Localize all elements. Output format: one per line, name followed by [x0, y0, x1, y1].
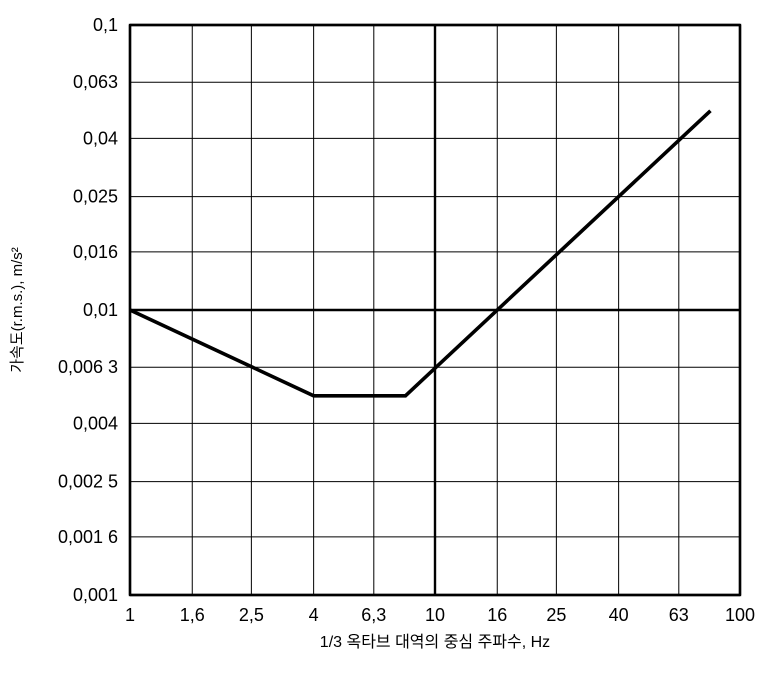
x-tick-label: 100: [725, 605, 755, 625]
y-tick-label: 0,004: [73, 413, 118, 433]
x-tick-label: 63: [669, 605, 689, 625]
x-tick-label: 25: [546, 605, 566, 625]
y-tick-label: 0,025: [73, 187, 118, 207]
y-tick-label: 0,001: [73, 585, 118, 605]
y-tick-label: 0,001 6: [58, 527, 118, 547]
x-tick-label: 2,5: [239, 605, 264, 625]
y-tick-label: 0,063: [73, 72, 118, 92]
y-axis-label: 가속도(r.m.s.), m/s²: [9, 247, 26, 373]
x-tick-label: 1,6: [180, 605, 205, 625]
x-tick-label: 40: [609, 605, 629, 625]
x-tick-label: 6,3: [361, 605, 386, 625]
chart-container: 1 1,6 2,5 4 6,3 10 16 25 40 63 100 1/3 옥타브 대역의 중심 주…: [0, 0, 776, 672]
line-chart: 1 1,6 2,5 4 6,3 10 16 25 40 63 100 1/3 옥타브 대역의 중심 주…: [0, 0, 776, 672]
x-tick-label: 16: [487, 605, 507, 625]
y-tick-label: 0,01: [83, 300, 118, 320]
y-tick-label: 0,04: [83, 128, 118, 148]
x-tick-label: 4: [309, 605, 319, 625]
x-axis-label: 1/3 옥타브 대역의 중심 주파수, Hz: [320, 633, 550, 651]
y-tick-label: 0,006 3: [58, 357, 118, 377]
y-tick-label: 0,1: [93, 15, 118, 35]
y-tick-label: 0,016: [73, 242, 118, 262]
y-tick-label: 0,002 5: [58, 472, 118, 492]
x-tick-label: 1: [125, 605, 135, 625]
x-tick-label: 10: [425, 605, 445, 625]
